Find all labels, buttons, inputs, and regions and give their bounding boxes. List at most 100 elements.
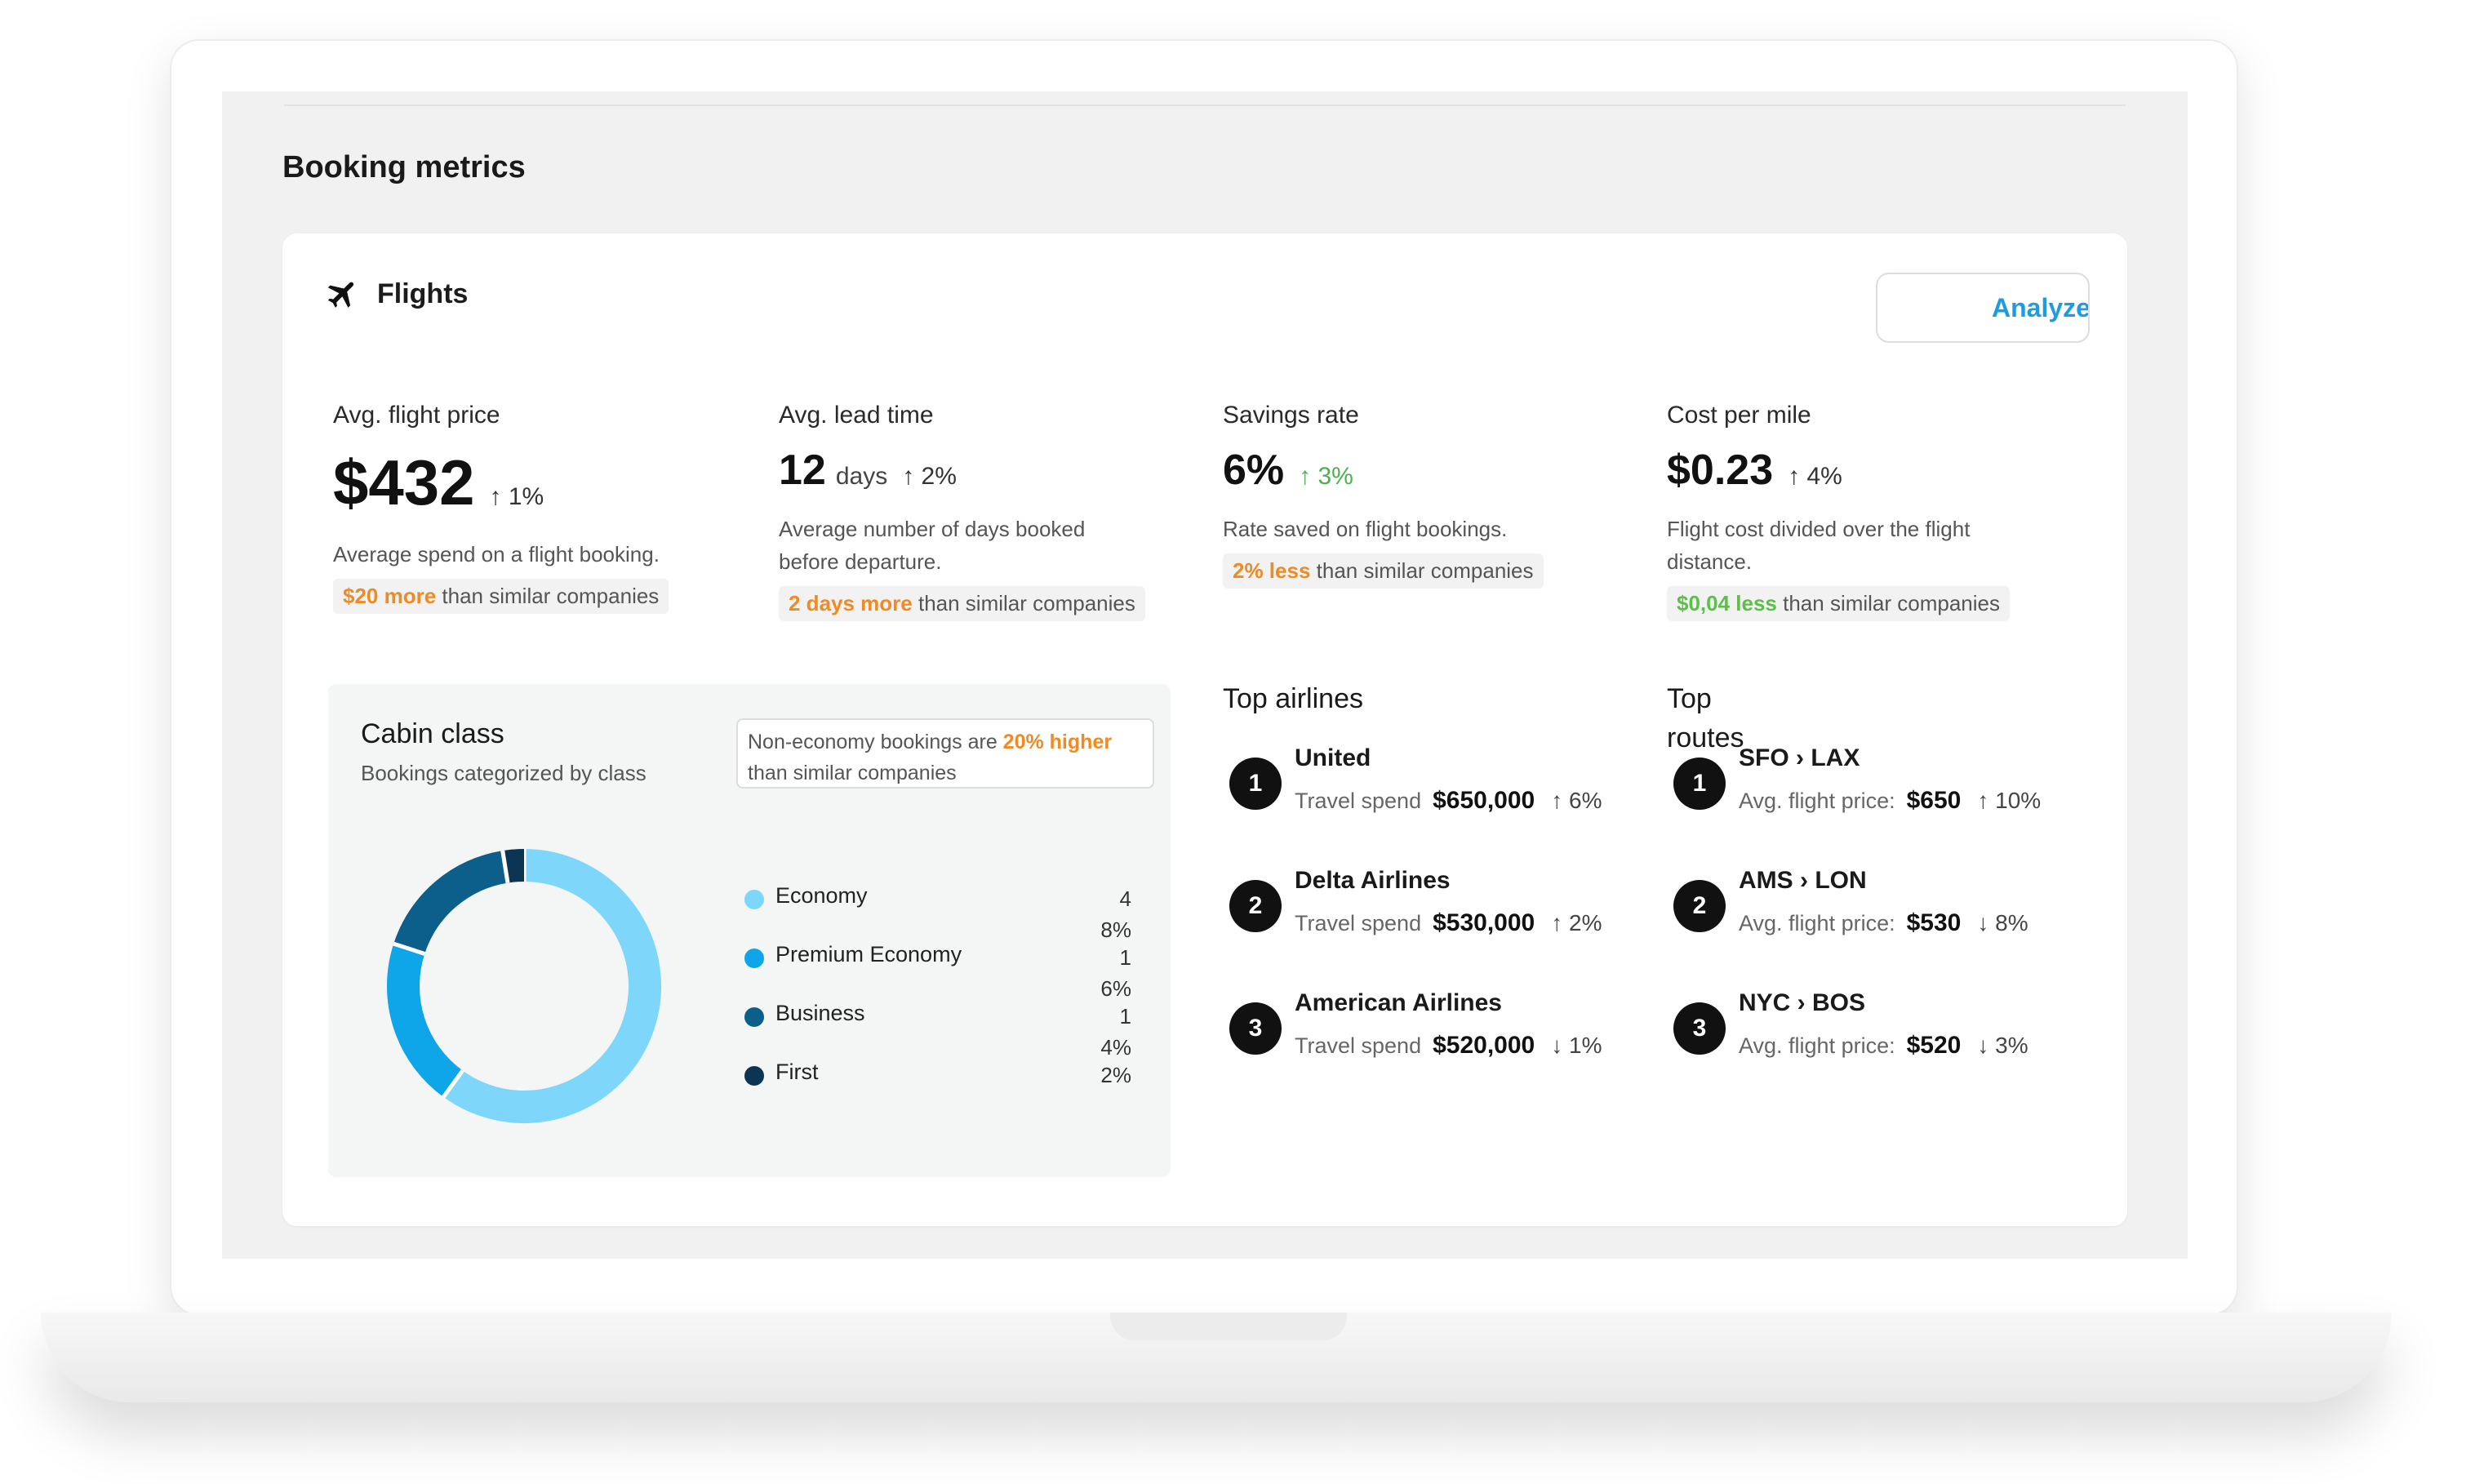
donut-gap <box>500 850 510 883</box>
donut-slice-premium-economy <box>387 944 464 1097</box>
detail-change: ↑ 6% <box>1551 788 1602 813</box>
top-airlines: Top airlines 1 United Travel spend $650,000… <box>1223 679 1680 1112</box>
metric-description: Average spend on a flight booking. <box>333 542 660 566</box>
compare-text: than similar companies <box>1310 558 1534 583</box>
metric-change: ↑ 3% <box>1299 463 1353 490</box>
list-item: 2 AMS › LON Avg. flight price: $530 ↓ 8% <box>1667 867 2124 989</box>
rank-badge: 2 <box>1673 880 1726 932</box>
metric-value-row: $432 ↑ 1% <box>333 446 741 520</box>
top-airlines-title: Top airlines <box>1223 683 1363 714</box>
metric-unit: days <box>835 463 888 490</box>
metric-compare: $0,04 less than similar companies <box>1667 586 2011 621</box>
detail-change: ↓ 3% <box>1977 1033 2028 1058</box>
legend-value: 16% <box>1100 945 1131 1001</box>
detail-value: $530,000 <box>1433 909 1535 936</box>
donut-gap <box>442 1069 464 1099</box>
cabin-class-panel: Cabin class Bookings categorized by clas… <box>328 684 1171 1177</box>
rank-badge: 3 <box>1673 1002 1726 1055</box>
metric-value-row: $0.23 ↑ 4% <box>1667 446 2075 495</box>
metric-value: $0.23 <box>1667 447 1774 494</box>
item-detail: Travel spend $520,000 ↓ 1% <box>1295 1032 1602 1060</box>
cabin-note: Non-economy bookings are 20% higher than… <box>736 718 1154 789</box>
metric-compare: $20 more than similar companies <box>333 579 669 614</box>
divider <box>284 104 2126 106</box>
legend-item: First 2% <box>744 1056 1153 1115</box>
screen: Booking metrics Flights Analyze Avg. fli… <box>222 91 2188 1259</box>
compare-highlight: $0,04 less <box>1677 591 1777 615</box>
list-item: 3 American Airlines Travel spend $520,000 ↓ … <box>1223 989 1680 1112</box>
top-routes-title: Top routes <box>1667 683 1744 753</box>
detail-label: Avg. flight price: <box>1739 1033 1895 1058</box>
card-header: Flights <box>325 274 468 313</box>
section-title: Booking metrics <box>282 150 526 184</box>
cabin-title: Cabin class <box>361 718 504 749</box>
metric-label: Avg. lead time <box>779 402 934 429</box>
detail-value: $520 <box>1906 1032 1962 1059</box>
compare-highlight: $20 more <box>343 584 437 608</box>
cabin-donut-chart <box>387 849 661 1123</box>
analyze-button[interactable]: Analyze <box>1876 273 2090 343</box>
top-airlines-list: 1 United Travel spend $650,000 ↑ 6% 2 Delta Ai… <box>1223 744 1680 1112</box>
flights-card: Flights Analyze Avg. flight price $432 ↑… <box>282 233 2127 1226</box>
compare-text: than similar companies <box>436 584 660 608</box>
rank-badge: 2 <box>1229 880 1282 932</box>
detail-value: $530 <box>1906 909 1962 936</box>
metric-cost-per-mile: Cost per mile $0.23 ↑ 4% Flight cost div… <box>1667 402 2075 621</box>
metric-description: Flight cost divided over the flight dist… <box>1667 517 1971 574</box>
detail-label: Avg. flight price: <box>1739 789 1895 813</box>
donut-slice-economy <box>443 849 661 1123</box>
metric-label: Savings rate <box>1223 402 1359 429</box>
detail-change: ↓ 8% <box>1977 910 2028 935</box>
detail-label: Travel spend <box>1295 911 1422 935</box>
note-prefix: Non-economy bookings are <box>748 731 1003 753</box>
analyze-label: Analyze <box>1992 292 2090 322</box>
rank-badge: 3 <box>1229 1002 1282 1055</box>
list-item: 1 SFO › LAX Avg. flight price: $650 ↑ 10% <box>1667 744 2124 867</box>
item-detail: Avg. flight price: $650 ↑ 10% <box>1739 787 2041 815</box>
legend-dot <box>744 1066 764 1086</box>
detail-value: $650,000 <box>1433 787 1535 814</box>
legend-dot <box>744 890 764 909</box>
detail-value: $650 <box>1906 787 1962 814</box>
metric-change: ↑ 4% <box>1788 463 1842 490</box>
metric-value-row: 6% ↑ 3% <box>1223 446 1631 495</box>
item-detail: Avg. flight price: $530 ↓ 8% <box>1739 909 2028 937</box>
donut-slice-business <box>393 851 509 954</box>
detail-value: $520,000 <box>1433 1032 1535 1059</box>
legend-item: Business 14% <box>744 997 1153 1060</box>
metric-compare: 2 days more than similar companies <box>779 586 1145 621</box>
metric-description: Rate saved on flight bookings. <box>1223 517 1508 541</box>
legend-item: Premium Economy 16% <box>744 939 1153 1001</box>
compare-highlight: 2% less <box>1233 558 1311 583</box>
cabin-subtitle: Bookings categorized by class <box>361 761 647 785</box>
legend-label: First <box>775 1060 819 1084</box>
laptop-notch <box>1110 1313 1347 1340</box>
metric-label: Avg. flight price <box>333 402 500 429</box>
metric-savings-rate: Savings rate 6% ↑ 3% Rate saved on fligh… <box>1223 402 1631 589</box>
detail-label: Travel spend <box>1295 1033 1422 1058</box>
metric-change: ↑ 2% <box>902 463 957 490</box>
list-item: 2 Delta Airlines Travel spend $530,000 ↑ 2% <box>1223 867 1680 989</box>
detail-change: ↑ 2% <box>1551 910 1602 935</box>
metric-compare: 2% less than similar companies <box>1223 553 1544 589</box>
compare-highlight: 2 days more <box>789 591 913 615</box>
airplane-icon <box>327 282 354 308</box>
detail-change: ↓ 1% <box>1551 1033 1602 1058</box>
legend-value: 14% <box>1100 1004 1131 1060</box>
legend-label: Economy <box>775 883 868 908</box>
note-suffix: than similar companies <box>748 762 957 784</box>
metric-value: 6% <box>1223 447 1285 494</box>
metric-label: Cost per mile <box>1667 402 1811 429</box>
metric-value: $432 <box>333 447 475 518</box>
metric-change: ↑ 1% <box>489 483 544 510</box>
item-name: United <box>1295 744 1371 771</box>
metric-avg-lead-time: Avg. lead time 12 days ↑ 2% Average numb… <box>779 402 1187 621</box>
donut-gap <box>393 941 426 956</box>
top-routes: Top routes 1 SFO › LAX Avg. flight price: $… <box>1667 679 2124 1112</box>
top-routes-list: 1 SFO › LAX Avg. flight price: $650 ↑ 10% 2 AM… <box>1667 744 2124 1112</box>
metric-description: Average number of days booked before dep… <box>779 517 1086 574</box>
metric-avg-flight-price: Avg. flight price $432 ↑ 1% Average spen… <box>333 402 741 614</box>
metric-value-row: 12 days ↑ 2% <box>779 446 1187 495</box>
item-name: NYC › BOS <box>1739 989 1866 1016</box>
legend-dot <box>744 1007 764 1027</box>
